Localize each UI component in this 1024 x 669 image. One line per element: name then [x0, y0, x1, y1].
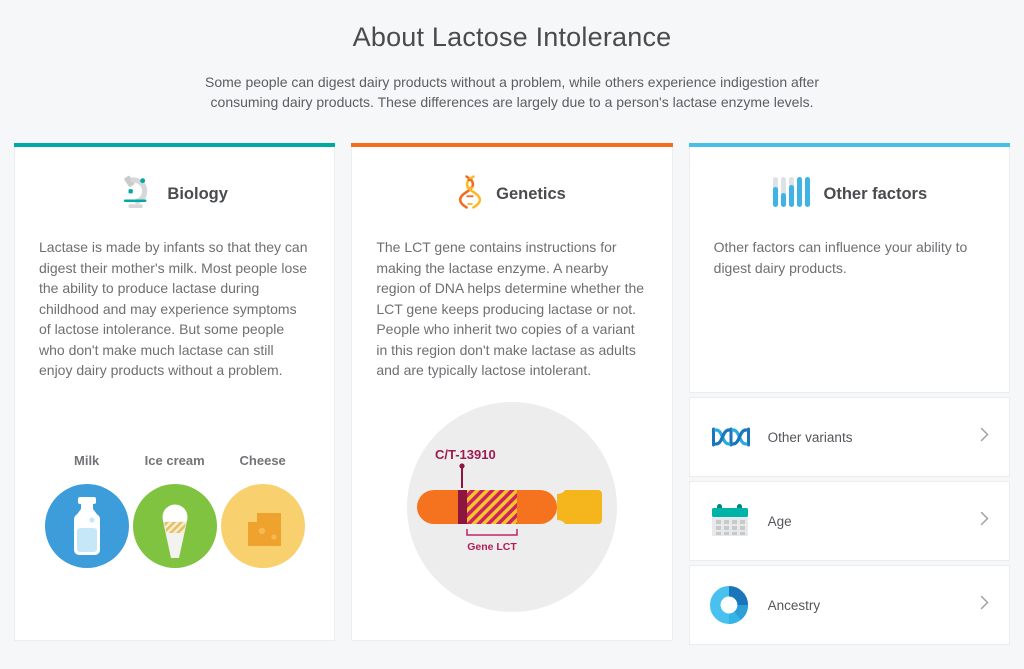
page-header: About Lactose Intolerance Some people ca…	[0, 0, 1024, 112]
other-factors-heading: Other factors	[823, 184, 928, 203]
genetics-heading: Genetics	[496, 184, 566, 203]
ice-cream-label: Ice cream	[144, 452, 205, 468]
donut-chart-icon	[709, 586, 756, 624]
food-item-cheese: Cheese	[220, 452, 305, 573]
bar-chart-icon	[772, 176, 810, 213]
age-label: Age	[767, 513, 792, 529]
gene-lct-label: Gene LCT	[467, 541, 517, 553]
biology-body-text: Lactase is made by infants so that they …	[39, 239, 308, 378]
milk-bottle-icon	[44, 483, 129, 572]
genetics-card: Genetics The LCT gene contains instructi…	[351, 143, 673, 641]
chevron-right-icon	[980, 511, 989, 531]
other-factors-card: Other factors Other factors can influenc…	[688, 143, 1010, 645]
other-factors-accent-bar	[688, 143, 1010, 147]
dna-horizontal-icon	[710, 424, 756, 450]
biology-accent-bar	[14, 143, 336, 147]
other-factors-body-text: Other factors can influence your ability…	[713, 239, 968, 276]
calendar-icon	[710, 502, 756, 540]
other-variants-label: Other variants	[767, 429, 853, 445]
cheese-icon	[220, 483, 305, 572]
biology-card: Biology Lactase is made by infants so th…	[14, 143, 336, 641]
genetics-accent-bar	[351, 143, 673, 147]
biology-heading: Biology	[167, 184, 228, 203]
ancestry-label: Ancestry	[767, 597, 821, 613]
age-row[interactable]: Age	[688, 481, 1010, 561]
foods-illustration: Milk Ice cream	[15, 453, 334, 573]
other-factors-intro: Other factors Other factors can influenc…	[688, 147, 1010, 393]
page-title: About Lactose Intolerance	[352, 22, 672, 52]
cards-row: Biology Lactase is made by infants so th…	[14, 143, 1010, 645]
dna-helix-icon	[458, 171, 482, 218]
chevron-right-icon	[980, 427, 989, 447]
other-variants-row[interactable]: Other variants	[688, 397, 1010, 477]
ancestry-row[interactable]: Ancestry	[688, 565, 1010, 645]
ice-cream-cone-icon	[132, 483, 217, 572]
food-item-ice-cream: Ice cream	[132, 452, 217, 573]
variant-label: C/T-13910	[435, 447, 496, 462]
chromosome-diagram: C/T-13910 Gene LCT	[352, 395, 671, 617]
milk-label: Milk	[74, 452, 100, 468]
genetics-body-text: The LCT gene contains instructions for m…	[376, 239, 645, 378]
page-subtitle: Some people can digest dairy products wi…	[204, 74, 820, 110]
cheese-label: Cheese	[239, 452, 286, 468]
microscope-icon	[121, 173, 153, 216]
food-item-milk: Milk	[44, 452, 129, 573]
chevron-right-icon	[980, 595, 989, 615]
